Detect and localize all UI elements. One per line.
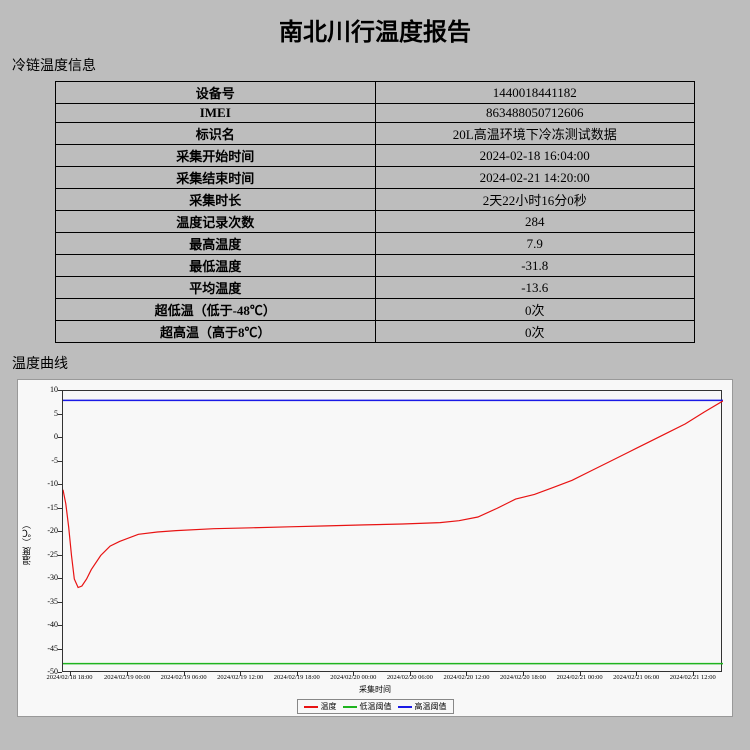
table-row: 采集开始时间2024-02-18 16:04:00 — [56, 145, 695, 167]
chart-ytick: -5 — [22, 457, 58, 465]
table-row: 最低温度-31.8 — [56, 255, 695, 277]
info-val: 284 — [375, 211, 695, 233]
chart-ytick: -25 — [22, 551, 58, 559]
chart-ytick: -10 — [22, 480, 58, 488]
chart-ytick: -45 — [22, 645, 58, 653]
info-key: 温度记录次数 — [56, 211, 376, 233]
table-row: 温度记录次数284 — [56, 211, 695, 233]
legend-label: 低温阈值 — [360, 701, 392, 712]
temperature-chart: 温度（℃） 采集时间 温度低温阈值高温阈值 1050-5-10-15-20-25… — [17, 379, 733, 717]
chart-ytick: -30 — [22, 574, 58, 582]
legend-label: 高温阈值 — [415, 701, 447, 712]
info-key: 设备号 — [56, 82, 376, 104]
table-row: 超低温（低于-48℃）0次 — [56, 299, 695, 321]
chart-ytick: 0 — [22, 433, 58, 441]
legend-item: 高温阈值 — [398, 701, 447, 712]
info-val: 0次 — [375, 299, 695, 321]
legend-item: 低温阈值 — [343, 701, 392, 712]
table-row: 设备号1440018441182 — [56, 82, 695, 104]
info-key: 超高温（高于8℃） — [56, 321, 376, 343]
legend-swatch — [398, 706, 412, 708]
info-val: 2024-02-18 16:04:00 — [375, 145, 695, 167]
chart-legend: 温度 低温阈值 高温阈值 — [18, 699, 732, 714]
info-key: 平均温度 — [56, 277, 376, 299]
info-key: 采集时长 — [56, 189, 376, 211]
info-val: 20L高温环境下冷冻测试数据 — [375, 123, 695, 145]
info-val: 863488050712606 — [375, 104, 695, 123]
legend-label: 温度 — [321, 701, 337, 712]
info-val: -31.8 — [375, 255, 695, 277]
chart-xlabel: 采集时间 — [18, 684, 732, 695]
info-val: -13.6 — [375, 277, 695, 299]
chart-ytick: 5 — [22, 410, 58, 418]
info-val: 1440018441182 — [375, 82, 695, 104]
table-row: 采集结束时间2024-02-21 14:20:00 — [56, 167, 695, 189]
legend-item: 温度 — [304, 701, 337, 712]
section-chart-label: 温度曲线 — [12, 353, 738, 373]
table-row: IMEI863488050712606 — [56, 104, 695, 123]
info-key: 超低温（低于-48℃） — [56, 299, 376, 321]
info-val: 7.9 — [375, 233, 695, 255]
info-val: 2024-02-21 14:20:00 — [375, 167, 695, 189]
info-key: 最高温度 — [56, 233, 376, 255]
info-val: 2天22小时16分0秒 — [375, 189, 695, 211]
chart-plot-area — [62, 390, 722, 672]
legend-swatch — [343, 706, 357, 708]
chart-svg — [63, 391, 723, 673]
info-key: IMEI — [56, 104, 376, 123]
table-row: 最高温度7.9 — [56, 233, 695, 255]
page-title: 南北川行温度报告 — [12, 12, 738, 47]
chart-ytick: 10 — [22, 386, 58, 394]
info-table: 设备号1440018441182IMEI863488050712606标识名20… — [55, 81, 695, 343]
chart-ytick: -35 — [22, 598, 58, 606]
info-key: 采集结束时间 — [56, 167, 376, 189]
table-row: 平均温度-13.6 — [56, 277, 695, 299]
info-key: 最低温度 — [56, 255, 376, 277]
info-key: 标识名 — [56, 123, 376, 145]
legend-swatch — [304, 706, 318, 708]
info-val: 0次 — [375, 321, 695, 343]
chart-ytick: -20 — [22, 527, 58, 535]
table-row: 超高温（高于8℃）0次 — [56, 321, 695, 343]
section-info-label: 冷链温度信息 — [12, 55, 738, 75]
chart-ytick: -40 — [22, 621, 58, 629]
table-row: 标识名20L高温环境下冷冻测试数据 — [56, 123, 695, 145]
chart-ytick: -15 — [22, 504, 58, 512]
table-row: 采集时长2天22小时16分0秒 — [56, 189, 695, 211]
info-key: 采集开始时间 — [56, 145, 376, 167]
